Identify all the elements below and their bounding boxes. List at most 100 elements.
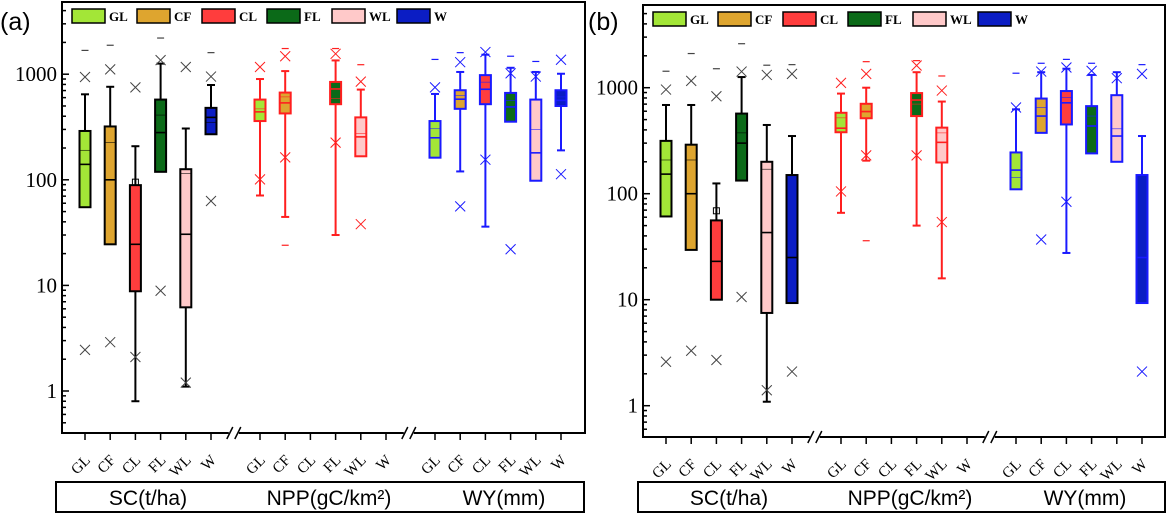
x-tick-label: GL — [68, 453, 93, 478]
box-sc-cf: CF — [676, 52, 700, 481]
percentile-x-marker — [530, 71, 542, 82]
legend-swatch-gl — [652, 11, 687, 27]
mean-marker — [131, 178, 139, 186]
x-tick-label: W — [954, 456, 976, 478]
box-npp-wl: WL — [923, 75, 951, 485]
box-npp-wl: WL — [342, 64, 370, 480]
x-tick-label: W — [198, 452, 220, 474]
box-sc-gl: GL — [68, 49, 94, 478]
percentile-x-marker — [454, 56, 466, 68]
x-tick-label: CL — [119, 453, 144, 478]
box-iqr — [179, 168, 193, 309]
box-sc-wl: WL — [167, 61, 195, 481]
box-iqr — [103, 125, 117, 246]
x-tick-label: CL — [875, 457, 900, 482]
percentile-x-marker — [505, 67, 516, 79]
percentile-x-marker — [79, 71, 91, 83]
box-npp-fl: FL — [902, 60, 925, 480]
percentile-x-marker — [1086, 65, 1097, 77]
legend-swatch-w — [396, 8, 431, 24]
percentile-x-marker — [1061, 196, 1072, 208]
box-iqr — [428, 120, 442, 159]
percentile-x-marker — [736, 291, 747, 303]
box-iqr — [1085, 105, 1099, 155]
percentile-x-marker — [736, 66, 747, 77]
box-wy-cl: CL — [469, 46, 494, 477]
box-wy-w: W — [548, 54, 570, 474]
percentile-x-marker — [1010, 102, 1022, 113]
percentile-x-marker — [1035, 66, 1047, 77]
percentile-x-marker — [711, 354, 722, 366]
box-iqr — [935, 126, 949, 164]
box-iqr — [529, 98, 543, 182]
percentile-x-marker — [330, 48, 341, 60]
box-iqr — [684, 143, 698, 251]
box-npp-w: W — [373, 433, 395, 474]
percentile-x-marker — [130, 82, 141, 93]
legend-swatch-wl — [331, 8, 366, 24]
box-iqr — [253, 98, 267, 123]
percentile-x-marker — [79, 344, 91, 356]
percentile-x-marker — [860, 150, 872, 161]
percentile-x-marker — [660, 356, 672, 368]
box-sc-gl: GL — [649, 70, 675, 482]
x-tick-label: CF — [1026, 457, 1050, 481]
box-iqr — [204, 106, 218, 136]
x-tick-label: WL — [923, 457, 951, 485]
y-tick-label: 100 — [26, 168, 58, 192]
percentile-x-marker — [480, 46, 491, 58]
percentile-x-marker — [786, 366, 798, 377]
y-tick-label: 1 — [628, 394, 639, 418]
percentile-x-marker — [711, 90, 722, 102]
axis-break-gap — [228, 429, 239, 437]
box-iqr — [128, 184, 142, 293]
box-npp-cf: CF — [851, 61, 875, 481]
box-iqr — [785, 174, 799, 305]
x-tick-label: CF — [95, 453, 119, 477]
percentile-x-marker — [936, 216, 948, 228]
box-npp-gl: GL — [824, 77, 850, 482]
axis-break-gap — [403, 429, 414, 437]
x-tick-label: GL — [418, 453, 443, 478]
group-label: SC(t/ha) — [690, 487, 768, 510]
percentile-x-marker — [104, 336, 116, 348]
y-tick-label: 1000 — [15, 62, 57, 86]
legend-label-w: W — [434, 9, 447, 24]
box-wy-gl: GL — [999, 72, 1025, 482]
box-wy-fl: FL — [496, 55, 519, 476]
percentile-x-marker — [155, 285, 166, 297]
axis-break-gap — [984, 433, 995, 441]
percentile-x-marker — [860, 68, 872, 80]
percentile-x-marker — [835, 186, 847, 197]
legend-label-wl: WL — [369, 9, 391, 24]
percentile-x-marker — [429, 82, 441, 93]
box-sc-fl: FL — [146, 37, 169, 476]
y-tick-label: 10 — [36, 273, 57, 297]
legend-swatch-cl — [201, 8, 236, 24]
plot-frame — [642, 4, 1166, 438]
legend-swatch-fl — [266, 8, 301, 24]
percentile-x-marker — [1136, 68, 1148, 80]
axis-break-icon — [401, 426, 417, 440]
box-sc-cf: CF — [95, 44, 119, 477]
legend-label-cf: CF — [174, 9, 191, 24]
x-tick-label: GL — [999, 457, 1024, 482]
x-tick-label: W — [779, 456, 801, 478]
percentile-x-marker — [660, 84, 672, 95]
x-tick-label: GL — [649, 457, 674, 482]
box-wy-wl: WL — [517, 60, 545, 480]
x-tick-label: CF — [851, 457, 875, 481]
box-iqr — [554, 89, 568, 107]
percentile-x-marker — [155, 54, 166, 66]
x-tick-label: W — [1129, 456, 1151, 478]
percentile-x-marker — [555, 168, 567, 180]
x-tick-label: WL — [167, 453, 195, 481]
percentile-x-marker — [330, 137, 341, 148]
x-tick-label: WL — [1098, 457, 1126, 485]
box-sc-cl: CL — [700, 68, 725, 481]
group-label-box — [55, 481, 585, 513]
legend-swatch-wl — [912, 11, 947, 27]
